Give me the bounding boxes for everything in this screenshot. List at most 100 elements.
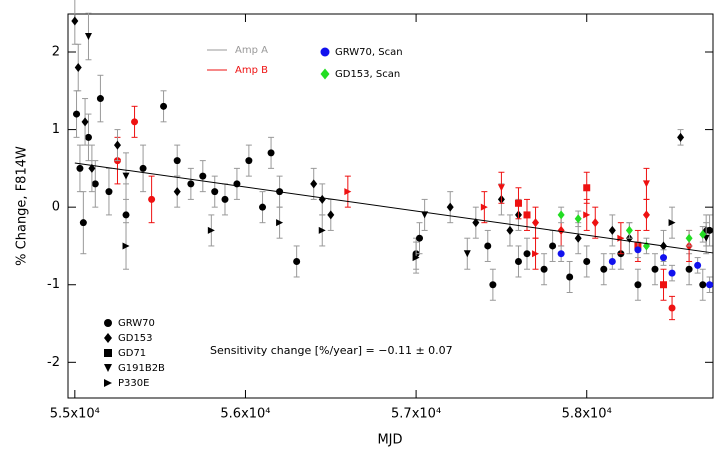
marker [221,195,229,203]
marker [421,211,429,219]
marker [73,110,81,118]
marker [625,225,633,235]
marker [276,219,284,227]
marker [74,63,82,73]
legend-label: G191B2B [118,363,165,374]
plot-frame [67,13,714,399]
legend-label: Amp B [235,65,268,76]
marker [523,250,531,258]
marker [267,149,275,157]
marker [104,349,112,357]
legend-label: GD153 [118,333,153,344]
marker [557,250,565,258]
fit-line [74,162,714,254]
y-tick-label: 2 [52,45,60,60]
marker [506,225,514,235]
marker [88,163,96,173]
marker [122,242,130,250]
marker [148,195,156,203]
marker [642,210,650,220]
marker [187,180,195,188]
marker [489,281,497,289]
marker [706,281,714,289]
legend-label: GRW70, Scan [335,47,403,58]
marker [81,117,89,127]
x-tick-label: 5.8x10⁴ [562,407,612,422]
marker [139,164,147,172]
marker [320,68,330,80]
marker [131,118,139,126]
marker [660,281,668,289]
marker [104,379,112,387]
marker [660,254,668,262]
marker [557,210,565,220]
legend-label: P330E [118,378,149,389]
marker [472,218,480,228]
marker [668,304,676,312]
marker [318,194,326,204]
marker [699,281,707,289]
marker [318,226,326,234]
marker [699,229,707,239]
marker [480,203,488,211]
marker [207,226,215,234]
marker [583,211,591,219]
marker [84,133,92,141]
marker [634,281,642,289]
marker [446,202,454,212]
marker [642,180,650,188]
marker [608,225,616,235]
marker [104,364,112,372]
marker [416,234,424,242]
marker [566,273,574,281]
marker [160,102,168,110]
y-tick-label: -1 [47,277,60,292]
marker [668,219,676,227]
marker [532,250,540,258]
marker [463,250,471,258]
marker [96,95,104,103]
marker [293,257,301,265]
marker [412,254,420,262]
marker [122,172,130,180]
marker [122,211,130,219]
marker [514,257,522,265]
marker [344,188,352,196]
marker [668,269,676,277]
marker [591,218,599,228]
x-tick-label: 5.5x10⁴ [50,407,100,422]
x-tick-label: 5.6x10⁴ [220,407,270,422]
marker [651,265,659,273]
marker [642,241,650,251]
marker [71,16,79,26]
marker [211,188,219,196]
marker [113,140,121,150]
marker [685,265,693,273]
y-tick-label: -2 [47,355,60,370]
marker [484,242,492,250]
marker [173,157,181,165]
marker [694,261,702,269]
marker [634,246,642,254]
marker [320,47,330,57]
marker [600,265,608,273]
annotation: Sensitivity change [%/year] = −0.11 ± 0.… [210,344,453,357]
marker [583,257,591,265]
marker [104,333,112,343]
marker [583,184,591,192]
marker [199,172,207,180]
marker [532,218,540,228]
marker [173,187,181,197]
legend-label: Amp A [235,45,268,56]
marker [549,242,557,250]
x-tick-label: 5.7x10⁴ [391,407,441,422]
marker [608,257,616,265]
marker [91,180,99,188]
marker [514,199,522,207]
y-tick-label: 0 [52,200,60,215]
legend-label: GD71 [118,348,146,359]
marker [84,32,92,40]
marker [105,188,113,196]
marker [245,157,253,165]
